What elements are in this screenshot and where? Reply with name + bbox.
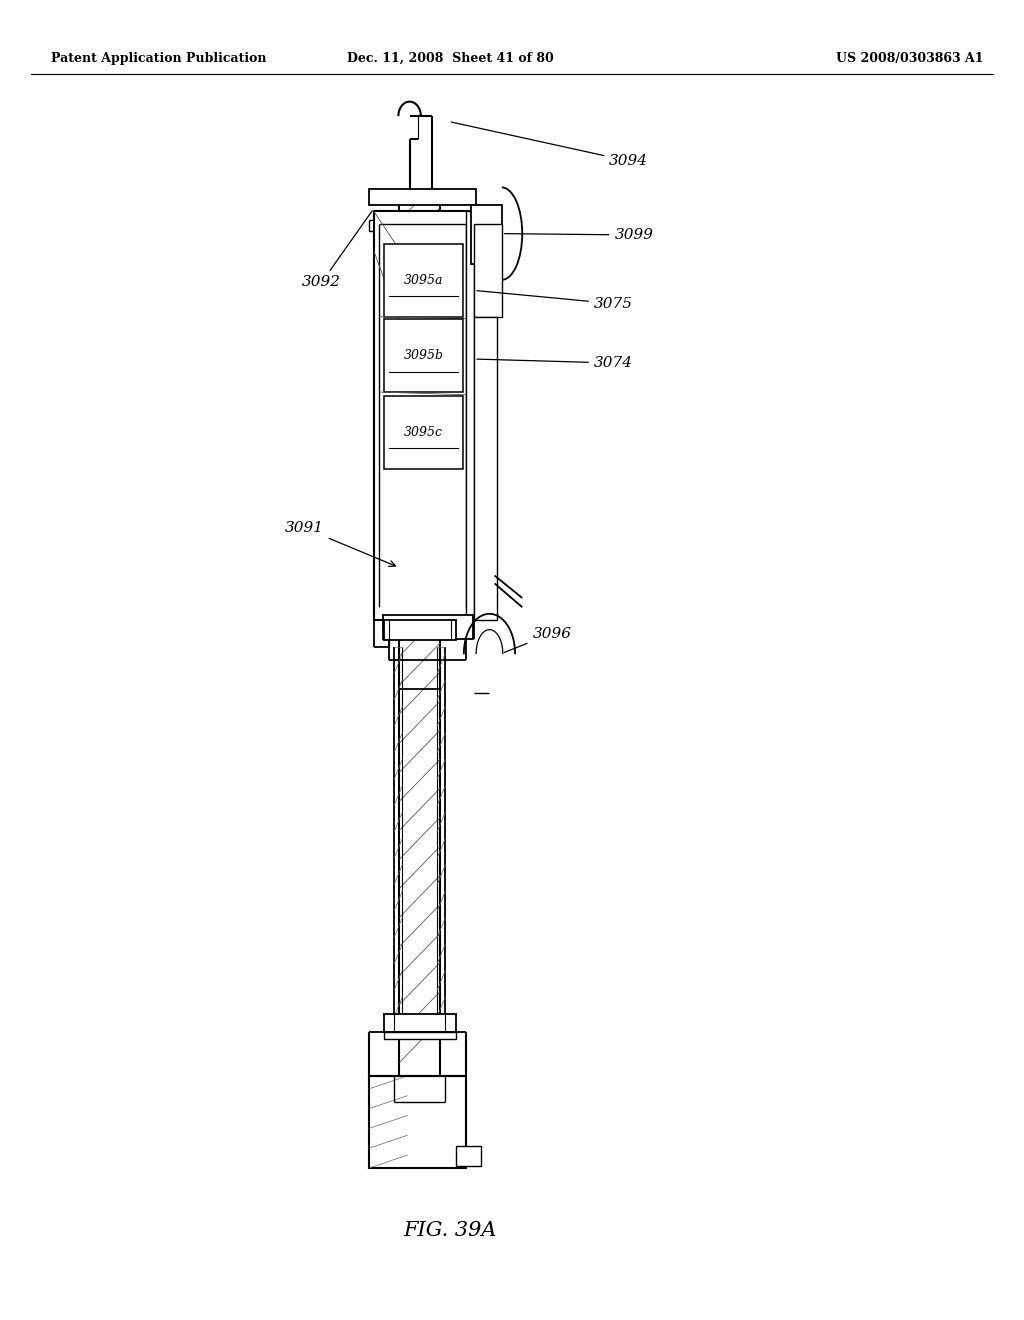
Text: 3099: 3099	[505, 228, 653, 242]
Bar	[374, 211, 476, 620]
Text: 3094: 3094	[452, 121, 648, 168]
Text: US 2008/0303863 A1: US 2008/0303863 A1	[836, 51, 983, 65]
Text: FIG. 39A: FIG. 39A	[403, 1221, 498, 1239]
Bar	[369, 189, 476, 205]
Text: 3095b: 3095b	[403, 350, 443, 362]
Text: 3095a: 3095a	[403, 275, 443, 286]
Bar	[369, 220, 379, 231]
Bar	[474, 224, 502, 317]
Text: 3096: 3096	[505, 627, 571, 652]
Text: Patent Application Publication: Patent Application Publication	[51, 51, 266, 65]
Bar	[384, 319, 463, 392]
Text: 3092: 3092	[302, 211, 372, 289]
Text: 3095c: 3095c	[403, 426, 443, 438]
Text: 3074: 3074	[477, 356, 633, 370]
Bar	[384, 1032, 456, 1039]
Bar	[456, 1146, 481, 1166]
Text: 3091: 3091	[285, 521, 395, 566]
Bar	[369, 1076, 466, 1168]
Text: Dec. 11, 2008  Sheet 41 of 80: Dec. 11, 2008 Sheet 41 of 80	[347, 51, 554, 65]
Bar	[384, 244, 463, 317]
Bar	[384, 396, 463, 469]
Bar	[384, 620, 456, 640]
Text: 3075: 3075	[477, 290, 633, 310]
Bar	[474, 317, 497, 620]
Bar	[466, 211, 474, 620]
Bar	[383, 615, 473, 639]
Bar	[384, 1014, 456, 1032]
Bar	[471, 205, 502, 264]
